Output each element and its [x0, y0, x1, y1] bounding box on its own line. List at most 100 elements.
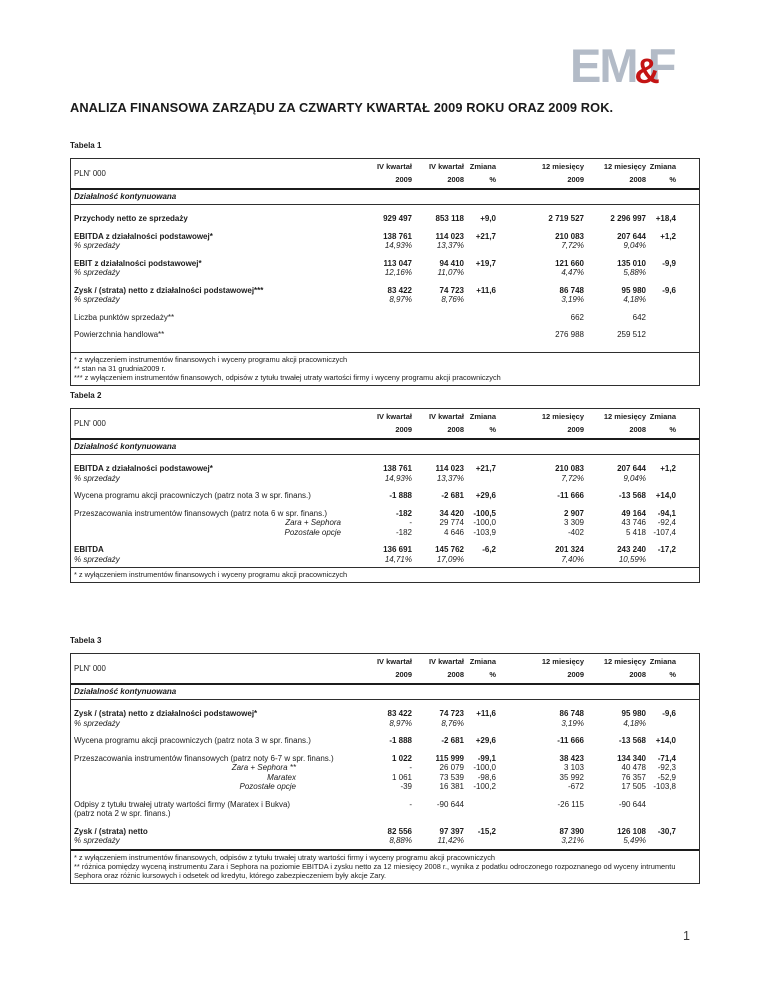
- row-pad: [676, 509, 699, 519]
- emf-logo: EM&F: [570, 39, 676, 102]
- cell-value: +19,7: [475, 258, 496, 268]
- table-row: Zara + Sephora ** - 26 079 -100,0 3 103 40 47…: [71, 763, 699, 773]
- page-number: 1: [683, 929, 690, 943]
- cell-value: +9,0: [480, 214, 496, 223]
- footnote: ** stan na 31 grudnia2009 r.: [74, 363, 166, 373]
- cell-value: 114 023: [435, 231, 464, 241]
- cell-value: -: [409, 518, 412, 527]
- table-1-body: Przychody netto ze sprzedaży 929 497 853 1…: [71, 205, 699, 352]
- column-header-line1: 12 miesięcy: [603, 657, 646, 666]
- table-row: Zysk / (strata) netto 82 556 97 397 -15,2 87…: [71, 827, 699, 837]
- cell-value: -13 568: [618, 736, 646, 745]
- row-label-cell: % sprzedaży: [71, 295, 351, 305]
- footnote: *** z wyłączeniem instrumentów finansowy…: [74, 372, 501, 382]
- row-label-line2: (patrz nota 2 w spr. finans.): [74, 809, 171, 818]
- cell-value: [646, 800, 676, 819]
- cell-value: 4 646: [443, 527, 464, 537]
- cell-value: 7,72%: [561, 473, 584, 483]
- cell-value: -6,2: [482, 545, 496, 554]
- cell-value: -107,4: [653, 527, 676, 537]
- cell-value: +11,6: [476, 285, 496, 295]
- row-pad: [676, 491, 699, 501]
- cell-value: 74 723: [439, 285, 464, 295]
- table-3-label: Tabela 3: [70, 636, 102, 645]
- cell-value: 3,19%: [561, 295, 584, 304]
- column-header-line1: 12 miesięcy: [603, 412, 646, 421]
- table-row: % sprzedaży 12,16% 11,07% 4,47% 5,88%: [71, 268, 699, 278]
- table-row: Przeszacowania instrumentów finansowych …: [71, 509, 699, 519]
- column-header-line1: Zmiana: [469, 412, 496, 421]
- cell-value: 14,93%: [384, 473, 412, 483]
- table-row: Zysk / (strata) netto z działalności pod…: [71, 286, 699, 296]
- row-pad: [676, 827, 699, 837]
- cell-value: 134 340: [617, 753, 646, 763]
- table-row: EBITDA z działalności podstawowej* 138 76…: [71, 464, 699, 474]
- row-label-cell: Przeszacowania instrumentów finansowych …: [71, 509, 351, 519]
- cell-value: -: [409, 763, 412, 772]
- cell-value: 8,97%: [389, 295, 412, 304]
- row-label: Powierzchnia handlowa**: [74, 330, 165, 339]
- cell-value: 8,97%: [389, 718, 412, 728]
- cell-value: [646, 474, 676, 484]
- table-3-footnotes: * z wyłączeniem instrumentów finansowych…: [71, 848, 699, 884]
- table-row: Przychody netto ze sprzedaży 929 497 853 1…: [71, 214, 699, 224]
- cell-value: 5,49%: [623, 836, 646, 845]
- column-header-line1: Zmiana: [649, 657, 676, 666]
- row-label-cell: % sprzedaży: [71, 268, 351, 278]
- row-label: Wycena programu akcji pracowniczych (pat…: [74, 736, 311, 745]
- cell-value: [646, 241, 676, 251]
- footnote: * z wyłączeniem instrumentów finansowych…: [74, 354, 348, 364]
- table-row: EBIT z działalności podstawowej* 113 047 9…: [71, 259, 699, 269]
- cell-value: [646, 719, 676, 729]
- table-1-label: Tabela 1: [70, 141, 102, 150]
- column-header: 12 miesięcy 2008: [584, 412, 646, 434]
- cell-value: 34 420: [439, 508, 464, 518]
- unit-label: PLN' 000: [74, 168, 106, 178]
- table-row: Pozostałe opcje -182 4 646 -103,9 -402 5 418-…: [71, 528, 699, 538]
- cell-value: -9,6: [662, 285, 676, 295]
- cell-value: 29 774: [439, 518, 464, 527]
- row-pad: [676, 545, 699, 555]
- cell-value: [351, 330, 412, 340]
- row-label-cell: Zara + Sephora **: [71, 763, 351, 773]
- cell-value: 5,88%: [623, 268, 646, 277]
- cell-value: -92,4: [657, 518, 676, 527]
- row-label: % sprzedaży: [74, 268, 120, 277]
- cell-value: 210 083: [555, 464, 584, 473]
- row-pad: [676, 754, 699, 764]
- column-header-line1: 12 miesięcy: [541, 657, 584, 666]
- column-header: Zmiana%: [464, 162, 496, 184]
- table-row: EBITDA 136 691 145 762 -6,2 201 324 243 240 -1…: [71, 545, 699, 555]
- logo-letters-em: EM: [570, 39, 638, 92]
- cell-value: 38 423: [559, 753, 584, 763]
- cell-value: -9,6: [662, 709, 676, 718]
- cell-value: -103,9: [473, 527, 496, 537]
- row-label: Zysk / (strata) netto: [74, 826, 148, 836]
- table-1-footnotes: * z wyłączeniem instrumentów finansowych…: [71, 351, 699, 386]
- row-pad: [676, 313, 699, 323]
- cell-value: 135 010: [617, 258, 646, 268]
- cell-value: -71,4: [657, 753, 676, 763]
- cell-value: 76 357: [621, 772, 646, 782]
- row-label-cell: EBITDA z działalności podstawowej*: [71, 464, 351, 474]
- cell-value: +11,6: [476, 709, 496, 718]
- cell-value: 113 047: [383, 258, 412, 268]
- cell-value: [464, 313, 496, 323]
- row-pad: [676, 736, 699, 746]
- table-row: Zysk / (strata) netto z działalności pod…: [71, 709, 699, 719]
- table-row: Przeszacowania instrumentów finansowych …: [71, 754, 699, 764]
- cell-value: 11,42%: [437, 836, 464, 845]
- footnote: * z wyłączeniem instrumentów finansowych…: [74, 570, 348, 579]
- column-header-line2: %: [489, 425, 496, 434]
- footnote: ** różnica pomiędzy wyceną instrumentu Z…: [74, 861, 676, 880]
- cell-value: 86 748: [559, 709, 584, 718]
- cell-value: 210 083: [555, 231, 584, 241]
- column-header-line2: 2009: [567, 425, 584, 434]
- cell-value: 2 907: [563, 508, 584, 518]
- cell-value: -94,1: [657, 508, 676, 518]
- row-label: Odpisy z tytułu trwałej utraty wartości …: [74, 799, 291, 809]
- cell-value: 8,76%: [441, 718, 464, 728]
- column-header-line2: 2009: [395, 175, 412, 184]
- cell-value: 87 390: [559, 826, 584, 836]
- row-pad: [676, 719, 699, 729]
